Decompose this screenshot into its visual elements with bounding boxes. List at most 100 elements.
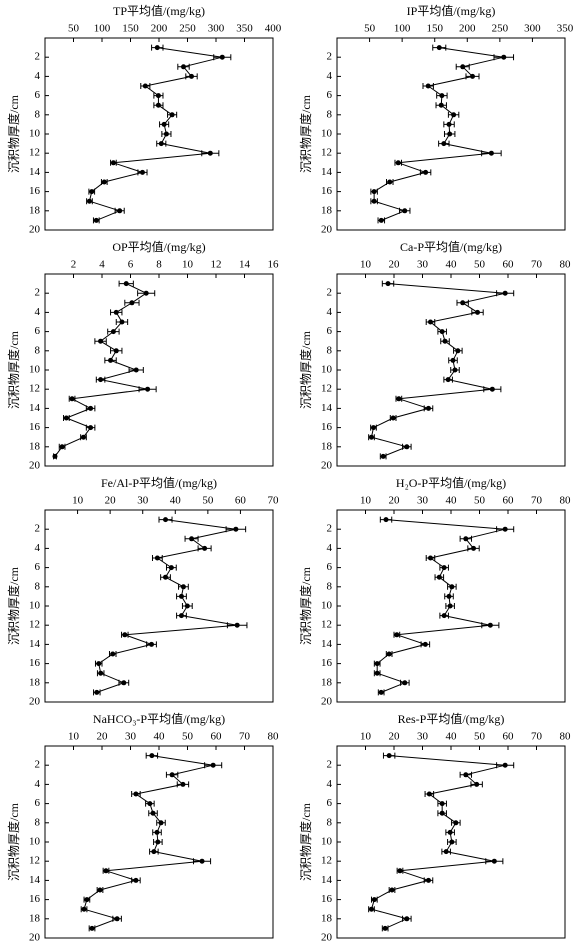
x-tick-label: 30 — [125, 731, 137, 743]
y-axis-label: 沉积物厚度/cm — [6, 566, 21, 645]
data-point — [163, 517, 169, 523]
data-point — [94, 689, 100, 695]
y-tick-label: 2 — [327, 51, 333, 63]
x-tick-label: 200 — [459, 23, 476, 35]
data-point — [103, 868, 109, 874]
x-tick-label: 300 — [208, 23, 225, 35]
x-tick-label: 50 — [474, 495, 486, 507]
x-tick-label: 8 — [156, 259, 162, 271]
y-tick-label: 6 — [35, 89, 41, 101]
data-point — [129, 300, 135, 306]
y-tick-label: 10 — [321, 128, 333, 140]
y-tick-label: 2 — [327, 523, 333, 535]
data-point — [88, 425, 94, 431]
x-tick-label: 250 — [492, 23, 509, 35]
data-point — [110, 651, 116, 657]
data-point — [386, 753, 392, 759]
y-tick-label: 18 — [29, 912, 41, 924]
data-point — [59, 444, 65, 450]
x-tick-label: 2 — [71, 259, 77, 271]
x-tick-label: 300 — [524, 23, 541, 35]
y-tick-label: 6 — [35, 325, 41, 337]
y-tick-label: 18 — [321, 440, 333, 452]
data-point — [121, 680, 127, 686]
y-tick-label: 12 — [321, 147, 332, 159]
data-point — [452, 367, 458, 373]
data-point — [114, 916, 120, 922]
y-tick-label: 4 — [35, 778, 41, 790]
plot-frame — [44, 273, 274, 467]
data-point — [378, 689, 384, 695]
y-tick-label: 18 — [29, 204, 41, 216]
x-tick-label: 16 — [268, 259, 280, 271]
x-tick-label: 40 — [446, 495, 458, 507]
data-point — [475, 309, 481, 315]
data-point — [181, 64, 187, 70]
data-point — [368, 906, 374, 912]
data-point — [460, 300, 466, 306]
y-tick-label: 12 — [321, 855, 332, 867]
y-tick-label: 20 — [321, 932, 333, 944]
data-point — [202, 545, 208, 551]
data-point — [371, 198, 377, 204]
y-tick-label: 6 — [327, 325, 333, 337]
y-tick-label: 18 — [29, 440, 41, 452]
data-point — [439, 810, 445, 816]
data-point — [389, 887, 395, 893]
data-point — [489, 386, 495, 392]
data-point — [139, 169, 145, 175]
y-tick-label: 16 — [321, 421, 333, 433]
data-point — [163, 574, 169, 580]
x-tick-label: 10 — [68, 731, 80, 743]
data-point — [207, 150, 213, 156]
x-tick-label: 400 — [265, 23, 282, 35]
data-point — [374, 670, 380, 676]
data-point — [439, 93, 445, 99]
data-point — [378, 217, 384, 223]
data-point — [425, 405, 431, 411]
data-point — [199, 858, 205, 864]
y-tick-label: 10 — [29, 836, 41, 848]
y-tick-label: 8 — [35, 344, 41, 356]
data-point — [501, 54, 507, 60]
data-point — [189, 536, 195, 542]
data-point — [89, 925, 95, 931]
data-point — [396, 396, 402, 402]
y-tick-label: 12 — [29, 855, 40, 867]
y-tick-label: 10 — [321, 836, 333, 848]
data-point — [161, 121, 167, 127]
data-point — [449, 839, 455, 845]
data-point — [89, 189, 95, 195]
data-point — [436, 574, 442, 580]
y-tick-label: 10 — [29, 600, 41, 612]
data-point — [370, 425, 376, 431]
y-tick-label: 6 — [35, 561, 41, 573]
x-tick-label: 14 — [239, 259, 251, 271]
data-point — [158, 820, 164, 826]
data-point — [460, 64, 466, 70]
y-tick-label: 10 — [29, 128, 41, 140]
data-point — [427, 555, 433, 561]
y-tick-label: 14 — [29, 638, 41, 650]
data-point — [443, 849, 449, 855]
chart-title: Fe/Al-P平均值/(mg/kg) — [101, 475, 217, 490]
data-point — [447, 603, 453, 609]
data-point — [425, 83, 431, 89]
data-point — [422, 641, 428, 647]
y-tick-label: 18 — [321, 912, 333, 924]
data-point — [404, 916, 410, 922]
data-line — [96, 519, 238, 693]
x-tick-label: 80 — [560, 495, 572, 507]
y-tick-label: 16 — [321, 657, 333, 669]
y-tick-label: 20 — [29, 460, 41, 472]
data-point — [133, 367, 139, 373]
x-tick-label: 250 — [179, 23, 196, 35]
data-point — [158, 141, 164, 147]
x-tick-label: 50 — [182, 731, 194, 743]
x-tick-label: 10 — [72, 495, 84, 507]
data-point — [113, 309, 119, 315]
data-point — [426, 791, 432, 797]
data-point — [154, 555, 160, 561]
data-point — [387, 179, 393, 185]
x-tick-label: 10 — [360, 495, 372, 507]
